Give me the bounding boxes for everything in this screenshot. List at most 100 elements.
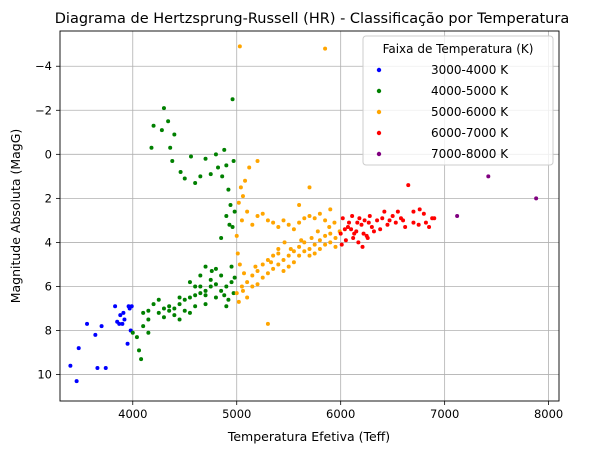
point-4000-5000-k [203,293,208,298]
point-4000-5000-k [213,152,218,157]
point-4000-5000-k [213,295,218,300]
point-3000-4000-k [117,321,122,326]
point-6000-7000-k [345,225,350,230]
point-6000-7000-k [360,244,365,249]
point-4000-5000-k [161,306,166,311]
point-6000-7000-k [417,207,422,212]
point-4000-5000-k [167,308,172,313]
y-axis-ticks: −4 −2 0 2 4 6 8 10 [35,59,60,382]
point-3000-4000-k [76,346,81,351]
point-6000-7000-k [411,220,416,225]
point-5000-6000-k [317,211,322,216]
point-4000-5000-k [187,295,192,300]
point-4000-5000-k [224,214,229,218]
point-3000-4000-k [93,332,98,337]
point-4000-5000-k [182,297,187,302]
point-3000-4000-k [122,317,127,322]
point-6000-7000-k [359,222,364,227]
point-6000-7000-k [356,240,361,245]
point-5000-6000-k [255,158,260,163]
point-4000-5000-k [224,304,229,309]
point-4000-5000-k [229,264,234,269]
point-6000-7000-k [347,220,352,225]
point-4000-5000-k [198,284,203,289]
point-6000-7000-k [378,227,383,232]
y-tick-label: 4 [45,235,52,249]
point-5000-6000-k [255,214,260,218]
point-6000-7000-k [342,227,347,232]
point-5000-6000-k [265,321,270,326]
point-4000-5000-k [172,132,177,137]
point-5000-6000-k [286,253,291,258]
point-4000-5000-k [222,147,227,152]
point-5000-6000-k [299,238,304,243]
point-4000-5000-k [187,310,192,315]
point-4000-5000-k [134,335,139,340]
point-6000-7000-k [406,183,411,188]
point-5000-6000-k [288,247,293,252]
x-tick-label: 4000 [118,407,147,421]
point-5000-6000-k [236,299,241,304]
point-3000-4000-k [99,324,104,329]
point-5000-6000-k [271,266,276,271]
point-4000-5000-k [226,187,231,192]
point-5000-6000-k [239,284,244,289]
point-4000-5000-k [208,277,213,282]
point-4000-5000-k [224,163,229,168]
point-4000-5000-k [182,308,187,313]
point-4000-5000-k [193,284,198,289]
point-5000-6000-k [242,271,247,276]
point-7000-8000-k [455,214,460,218]
point-5000-6000-k [260,211,265,216]
point-5000-6000-k [297,220,302,225]
point-5000-6000-k [250,284,255,289]
y-tick-label: 2 [45,191,52,205]
legend-marker [376,109,382,115]
point-3000-4000-k [127,306,132,311]
point-3000-4000-k [68,363,73,368]
point-5000-6000-k [312,242,317,247]
point-4000-5000-k [216,165,221,170]
point-6000-7000-k [423,220,428,225]
point-6000-7000-k [403,225,408,230]
point-4000-5000-k [219,273,224,278]
point-6000-7000-k [352,231,357,236]
point-5000-6000-k [291,249,296,254]
point-4000-5000-k [203,302,208,307]
point-5000-6000-k [265,218,270,223]
point-4000-5000-k [170,158,175,163]
point-5000-6000-k [269,260,274,265]
point-6000-7000-k [393,220,398,225]
point-4000-5000-k [220,174,225,179]
point-4000-5000-k [209,269,214,274]
point-5000-6000-k [276,225,281,230]
point-6000-7000-k [395,209,400,214]
point-4000-5000-k [227,222,232,227]
point-3000-4000-k [121,310,126,315]
point-4000-5000-k [146,317,151,322]
point-4000-5000-k [222,293,227,298]
point-5000-6000-k [250,222,255,227]
point-4000-5000-k [177,317,182,322]
point-4000-5000-k [167,304,172,309]
point-5000-6000-k [281,218,286,223]
x-tick-label: 8000 [534,407,563,421]
point-5000-6000-k [302,240,307,245]
point-5000-6000-k [255,282,260,287]
point-5000-6000-k [302,249,307,254]
point-5000-6000-k [333,236,338,241]
point-3000-4000-k [85,321,90,326]
legend-label: 7000-8000 K [431,147,509,161]
x-tick-label: 7000 [430,407,459,421]
legend-marker [376,88,382,94]
legend: Faixa de Temperatura (K) 3000-4000 K 4000… [362,35,554,166]
point-6000-7000-k [365,236,370,241]
y-tick-label: 0 [45,147,52,161]
point-5000-6000-k [265,271,270,276]
point-5000-6000-k [317,247,322,252]
point-4000-5000-k [187,280,192,285]
point-4000-5000-k [226,297,231,302]
point-4000-5000-k [156,297,161,302]
x-tick-label: 5000 [222,407,251,421]
point-4000-5000-k [172,313,177,318]
